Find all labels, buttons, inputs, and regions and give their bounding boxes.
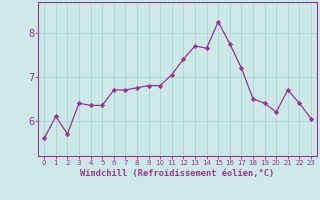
- X-axis label: Windchill (Refroidissement éolien,°C): Windchill (Refroidissement éolien,°C): [80, 169, 275, 178]
